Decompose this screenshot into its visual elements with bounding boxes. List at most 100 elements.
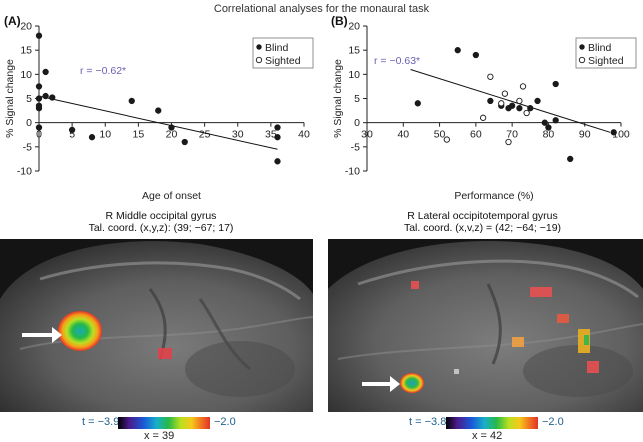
chart-b-point-blind [552, 80, 559, 88]
chart-a-point-blind [35, 83, 43, 90]
figure-title: Correlational analyses for the monaural … [213, 3, 430, 15]
chart-b-point-sighted [523, 109, 530, 117]
chart-b-ytick-label: 5 [354, 93, 360, 105]
brain-image-b [328, 241, 643, 412]
chart-b-point-sighted [443, 136, 450, 143]
chart-b-point-blind [487, 97, 494, 105]
chart-b-point-blind [414, 100, 421, 107]
t-min-a: t = −3.9 [82, 416, 120, 428]
chart-a-ytick-label: -10 [17, 166, 32, 178]
chart-b-point-sighted [505, 138, 512, 146]
chart-b-ytick-label: -10 [345, 166, 360, 178]
chart-a-ytick-label: -5 [23, 141, 32, 153]
chart-a-xtick-label: 5 [69, 129, 75, 141]
chart-b-ylabel: % Signal change [332, 59, 344, 138]
chart-a-point-blind [274, 124, 281, 131]
x-slice-b: x = 42 [472, 430, 503, 442]
chart-a-legend-blind-label: Blind [265, 42, 289, 54]
chart-a-xlabel: Age of onset [142, 190, 201, 202]
chart-a-xtick-label: 15 [133, 129, 145, 141]
chart-a-legend-sighted-label: Sighted [265, 55, 301, 67]
chart-b-legend-blind-label: Blind [588, 42, 612, 54]
panel-a-letter: (A) [4, 14, 21, 28]
chart-b-point-sighted [487, 73, 494, 80]
chart-b-fit-line [410, 69, 611, 133]
chart-b-point-blind [541, 119, 548, 126]
brain-slice-a [0, 239, 313, 412]
chart-a-xtick-label: 40 [298, 129, 310, 141]
chart-b-point-blind [552, 117, 559, 124]
chart-b-point-blind [527, 105, 534, 112]
chart-a-point-blind [128, 97, 135, 105]
chart-b-point-sighted [501, 90, 509, 97]
chart-b-legend-blind-marker [579, 44, 585, 50]
chart-b-xtick-label: 70 [506, 129, 518, 141]
panel-b-letter: (B) [331, 14, 348, 28]
chart-b-ytick-label: 20 [348, 21, 360, 33]
arrow-b [362, 376, 400, 392]
region-title-b: R Lateral occipitotemporal gyrus Tal. co… [322, 210, 643, 234]
chart-a-ylabel: % Signal change [4, 59, 16, 138]
chart-a-fit-line [38, 95, 278, 150]
chart-a-point-blind [42, 68, 49, 76]
chart-b-legend-sighted-marker [578, 56, 586, 64]
chart-a-point-blind [155, 107, 162, 114]
chart-b-point-blind [534, 97, 541, 105]
activation-cluster-b [400, 373, 424, 393]
chart-b-xlabel: Performance (%) [454, 190, 533, 202]
activation-small-a [158, 348, 172, 359]
chart-a-xtick-label: 35 [265, 129, 277, 141]
chart-b-ytick-label: 15 [348, 45, 360, 57]
chart-a-ytick-label: 20 [20, 21, 32, 33]
chart-a-point-blind [35, 32, 43, 39]
chart-b-point-blind [508, 102, 516, 109]
chart-b-ytick-label: 0 [354, 117, 360, 129]
chart-a-ytick-label: 5 [26, 93, 32, 105]
chart-b-point-sighted [519, 83, 527, 90]
chart-a-point-blind [168, 124, 175, 131]
chart-a-point-blind [274, 158, 281, 165]
chart-b-point-blind [610, 129, 617, 136]
chart-a-ytick-label: 0 [26, 117, 32, 129]
chart-a-legend-blind-marker [256, 44, 262, 50]
chart-a-xtick-label: 25 [199, 129, 211, 141]
colorbar-a [118, 417, 210, 429]
chart-b-legend-box [575, 37, 637, 69]
chart-b-point-sighted [516, 97, 523, 105]
chart-a-point-blind [274, 134, 281, 141]
chart-b-xtick-label: 80 [543, 129, 555, 141]
chart-b-xtick-label: 40 [397, 129, 409, 141]
t-max-a: −2.0 [214, 416, 236, 428]
chart-b-point-sighted [479, 114, 487, 121]
chart-b-xtick-label: 90 [579, 129, 591, 141]
chart-b-xtick-label: 50 [434, 129, 446, 141]
chart-b-xtick-label: 60 [470, 129, 482, 141]
t-max-b: −2.0 [542, 416, 564, 428]
chart-a-legend-box [252, 37, 314, 69]
chart-a-point-blind [35, 105, 43, 112]
chart-b-point-blind [516, 105, 523, 112]
chart-b-legend-sighted-label: Sighted [588, 55, 624, 67]
chart-b-point-blind [545, 124, 552, 131]
chart-b-ytick-label: -5 [351, 141, 360, 153]
chart-a-xtick-label: 0 [36, 129, 42, 141]
chart-a-point-blind [49, 94, 56, 101]
chart-b-xtick-label: 30 [361, 129, 373, 141]
t-min-b: t = −3.8 [409, 416, 447, 428]
x-slice-a: x = 39 [144, 430, 175, 442]
chart-a-xtick-label: 10 [99, 129, 111, 141]
region-title-a: R Middle occipital gyrus Tal. coord. (x,… [0, 210, 322, 234]
chart-a-point-blind [181, 138, 188, 146]
chart-b-point-blind [567, 155, 574, 163]
chart-a-ytick-label: 10 [20, 69, 32, 81]
chart-a-point-blind [35, 95, 43, 102]
chart-b-point-blind [472, 51, 480, 59]
chart-a-xtick-label: 20 [166, 129, 178, 141]
region-coord-b: Tal. coord. (x,v,z) = (42; −64; −19) [403, 222, 562, 234]
chart-a-point-blind [42, 92, 49, 100]
region-name-b: R Lateral occipitotemporal gyrus [407, 210, 558, 222]
brain-slice-b [328, 239, 643, 412]
brain-image-a [0, 241, 313, 412]
chart-b-point-sighted [498, 100, 505, 107]
